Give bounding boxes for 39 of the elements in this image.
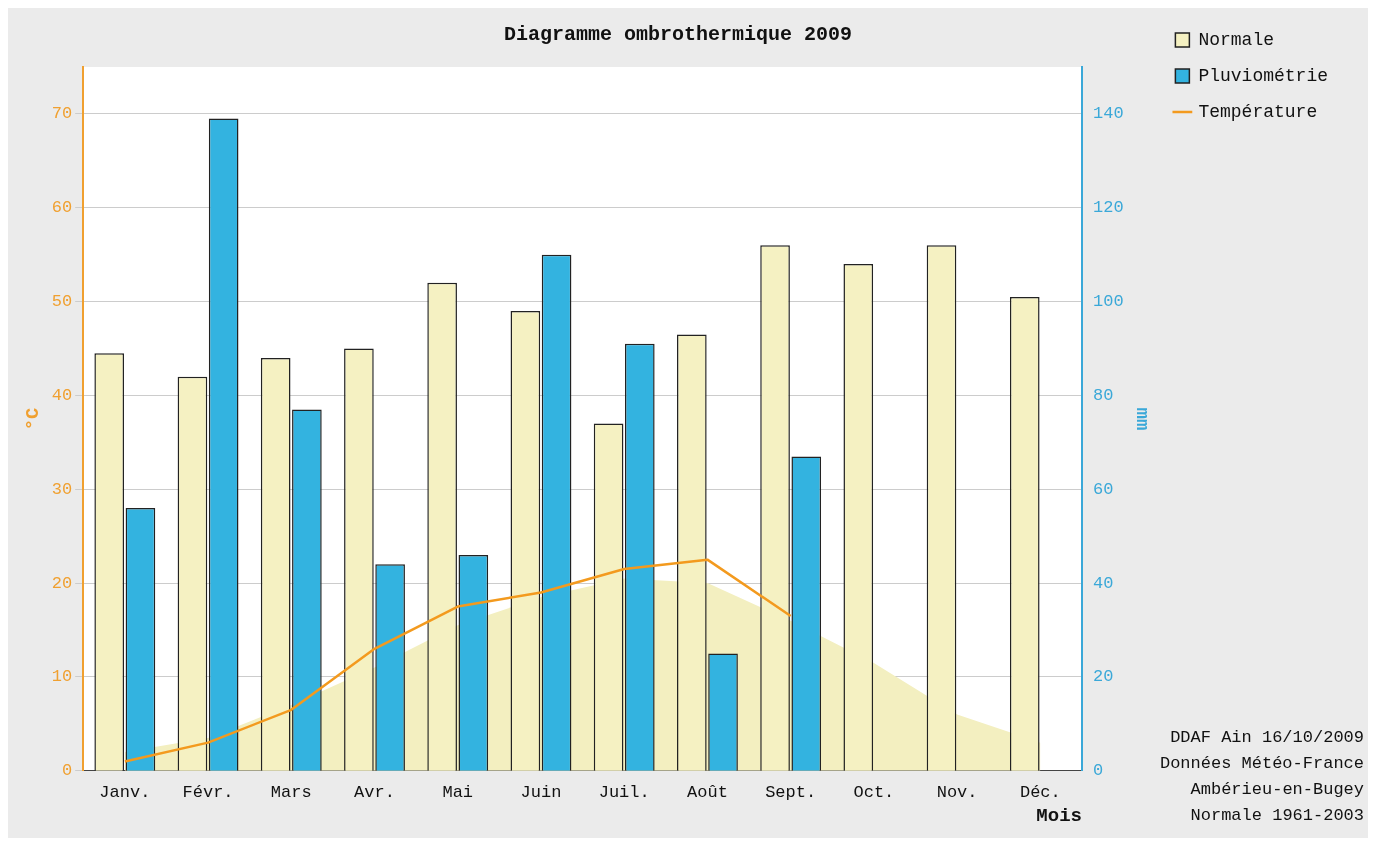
x-tick-label: Avr. bbox=[354, 782, 395, 802]
x-tick-label: Mai bbox=[442, 782, 474, 802]
legend-label: Pluviométrie bbox=[1198, 65, 1328, 86]
y-tick-label: 0 bbox=[62, 761, 73, 781]
x-tick-label: Juin bbox=[520, 782, 562, 802]
legend-label: Normale bbox=[1198, 29, 1274, 50]
y2-axis-title: mm bbox=[1131, 407, 1154, 431]
y-tick-label: 70 bbox=[51, 104, 73, 124]
x-tick-label: Janv. bbox=[99, 782, 151, 802]
legend-label: Température bbox=[1198, 101, 1318, 122]
y-axis-title: °C bbox=[22, 407, 45, 431]
y2-tick-label: 80 bbox=[1092, 385, 1114, 405]
y2-tick-label: 0 bbox=[1092, 761, 1104, 781]
x-tick-label: Juil. bbox=[598, 782, 650, 802]
x-tick-label: Mars bbox=[270, 782, 312, 802]
text: Données Météo-France bbox=[1159, 754, 1364, 773]
y2-tick-label: 140 bbox=[1092, 104, 1124, 124]
text: DDAF Ain 16/10/2009 bbox=[1170, 728, 1364, 747]
y2-tick-label: 120 bbox=[1092, 198, 1124, 218]
y-tick-label: 20 bbox=[51, 573, 73, 593]
y2-tick-label: 60 bbox=[1092, 479, 1114, 499]
y2-tick-label: 40 bbox=[1092, 573, 1114, 593]
y-tick-label: 30 bbox=[51, 479, 73, 499]
text: Normale 1961-2003 bbox=[1190, 806, 1364, 825]
x-axis-title: Mois bbox=[1036, 805, 1082, 828]
y2-tick-label: 20 bbox=[1092, 667, 1114, 687]
y-tick-label: 10 bbox=[51, 667, 73, 687]
x-tick-label: Nov. bbox=[936, 782, 978, 802]
x-tick-label: Août bbox=[687, 782, 728, 802]
y-tick-label: 60 bbox=[51, 198, 73, 218]
y-tick-label: 50 bbox=[51, 292, 73, 312]
y2-tick-label: 100 bbox=[1092, 292, 1124, 312]
text: Ambérieu-en-Bugey bbox=[1190, 780, 1364, 799]
y-tick-label: 40 bbox=[51, 385, 73, 405]
chart-title: Diagramme ombrothermique 2009 bbox=[503, 23, 853, 47]
x-tick-label: Sept. bbox=[765, 782, 817, 802]
x-tick-label: Oct. bbox=[853, 782, 895, 802]
x-tick-label: Déc. bbox=[1019, 782, 1061, 802]
x-tick-label: Févr. bbox=[182, 782, 234, 802]
